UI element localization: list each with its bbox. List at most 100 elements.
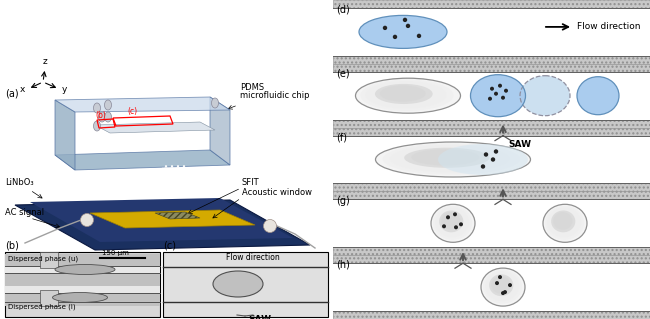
- Text: (f): (f): [336, 132, 347, 142]
- Text: y: y: [154, 308, 159, 316]
- Ellipse shape: [520, 76, 570, 116]
- Circle shape: [491, 157, 495, 162]
- Ellipse shape: [481, 268, 525, 306]
- Bar: [5, 252, 160, 317]
- Ellipse shape: [495, 279, 504, 289]
- Ellipse shape: [404, 148, 489, 168]
- Text: PDMS: PDMS: [240, 83, 264, 92]
- Circle shape: [484, 152, 488, 157]
- Text: (g): (g): [336, 196, 350, 206]
- Polygon shape: [55, 150, 230, 170]
- Circle shape: [383, 26, 387, 30]
- Ellipse shape: [445, 215, 454, 225]
- Circle shape: [504, 89, 508, 93]
- Polygon shape: [155, 212, 200, 219]
- Text: AC signal: AC signal: [5, 208, 44, 217]
- Ellipse shape: [359, 15, 447, 48]
- Circle shape: [494, 92, 498, 96]
- Bar: [5, 274, 160, 286]
- Text: y: y: [62, 85, 68, 94]
- Circle shape: [393, 35, 397, 39]
- Polygon shape: [95, 122, 215, 133]
- Circle shape: [454, 225, 458, 229]
- Ellipse shape: [437, 209, 466, 235]
- Ellipse shape: [356, 78, 460, 113]
- Ellipse shape: [549, 209, 578, 235]
- Ellipse shape: [545, 206, 584, 240]
- Ellipse shape: [411, 149, 479, 166]
- Circle shape: [442, 224, 446, 228]
- Bar: [333, 247, 650, 255]
- Ellipse shape: [551, 211, 575, 232]
- Ellipse shape: [543, 204, 587, 242]
- Ellipse shape: [94, 103, 101, 113]
- Ellipse shape: [489, 274, 514, 296]
- Text: x: x: [20, 85, 25, 94]
- Circle shape: [498, 84, 502, 88]
- Circle shape: [453, 212, 457, 216]
- Ellipse shape: [397, 146, 500, 170]
- Circle shape: [446, 215, 450, 219]
- Ellipse shape: [493, 277, 508, 291]
- Text: SAW: SAW: [508, 140, 531, 149]
- Ellipse shape: [99, 112, 105, 122]
- Text: (h): (h): [336, 260, 350, 270]
- Circle shape: [490, 87, 494, 91]
- Ellipse shape: [105, 100, 112, 110]
- Polygon shape: [55, 100, 75, 170]
- Circle shape: [498, 275, 502, 279]
- Bar: [333, 64, 650, 72]
- Circle shape: [263, 219, 276, 233]
- Bar: [333, 311, 650, 319]
- Bar: [333, 0, 650, 8]
- Circle shape: [481, 164, 485, 169]
- Text: (b): (b): [95, 111, 106, 120]
- Text: (a): (a): [5, 88, 19, 98]
- Ellipse shape: [419, 151, 469, 163]
- Ellipse shape: [487, 273, 516, 299]
- Circle shape: [501, 291, 505, 295]
- Text: Acoustic window: Acoustic window: [242, 188, 312, 197]
- Polygon shape: [15, 200, 310, 250]
- Ellipse shape: [360, 80, 454, 111]
- Ellipse shape: [443, 213, 458, 227]
- Ellipse shape: [553, 212, 573, 230]
- Circle shape: [501, 96, 505, 100]
- Ellipse shape: [491, 276, 510, 293]
- Bar: [333, 255, 650, 263]
- Ellipse shape: [390, 145, 510, 172]
- Bar: [333, 128, 650, 136]
- Ellipse shape: [557, 215, 567, 225]
- Ellipse shape: [577, 77, 619, 115]
- Ellipse shape: [426, 152, 459, 161]
- Ellipse shape: [94, 121, 101, 131]
- Ellipse shape: [389, 88, 412, 97]
- Text: Flow direction: Flow direction: [577, 22, 640, 31]
- Circle shape: [488, 97, 492, 101]
- Circle shape: [494, 149, 498, 154]
- Polygon shape: [30, 198, 293, 242]
- Circle shape: [495, 281, 499, 285]
- Bar: [333, 120, 650, 128]
- Circle shape: [403, 18, 407, 22]
- Ellipse shape: [370, 83, 439, 106]
- Text: LiNbO₃: LiNbO₃: [5, 178, 34, 187]
- Ellipse shape: [375, 84, 433, 104]
- Ellipse shape: [213, 271, 263, 297]
- Bar: [40, 290, 58, 306]
- Polygon shape: [210, 97, 230, 165]
- Ellipse shape: [383, 144, 520, 175]
- Polygon shape: [90, 210, 255, 228]
- Ellipse shape: [376, 142, 530, 177]
- Text: (d): (d): [336, 4, 350, 15]
- Circle shape: [459, 222, 463, 226]
- Text: (e): (e): [336, 68, 350, 78]
- Text: Flow direction: Flow direction: [226, 254, 280, 263]
- Text: (c): (c): [127, 107, 137, 116]
- Ellipse shape: [365, 81, 447, 108]
- Ellipse shape: [439, 211, 463, 232]
- Text: SAW: SAW: [248, 315, 271, 319]
- Text: x: x: [138, 291, 142, 300]
- Text: SAW: SAW: [170, 177, 196, 187]
- Ellipse shape: [471, 75, 525, 117]
